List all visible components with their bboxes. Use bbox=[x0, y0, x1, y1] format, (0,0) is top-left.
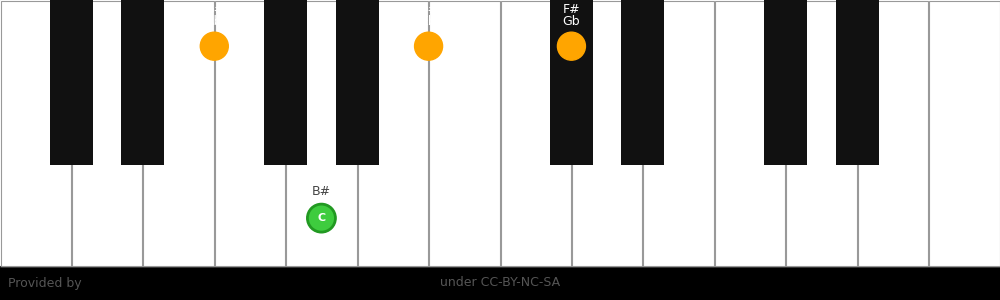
Bar bbox=[929, 1, 1000, 266]
Bar bbox=[786, 1, 857, 266]
Circle shape bbox=[307, 204, 335, 232]
Bar bbox=[215, 1, 285, 266]
Circle shape bbox=[557, 32, 585, 60]
Circle shape bbox=[415, 32, 443, 60]
Text: C: C bbox=[317, 213, 325, 223]
Bar bbox=[858, 1, 928, 266]
Bar bbox=[0, 1, 71, 266]
Bar bbox=[550, 0, 593, 165]
Circle shape bbox=[200, 32, 228, 60]
Text: Ab: Ab bbox=[206, 15, 222, 28]
Bar bbox=[836, 0, 879, 165]
Bar bbox=[336, 0, 379, 165]
Bar bbox=[121, 0, 164, 165]
Bar bbox=[143, 1, 214, 266]
Bar bbox=[621, 0, 664, 165]
Text: Eb: Eb bbox=[421, 15, 436, 28]
Bar bbox=[764, 0, 807, 165]
Bar bbox=[501, 1, 571, 266]
Bar bbox=[643, 1, 714, 266]
Bar bbox=[0, 0, 1000, 266]
Text: Provided by: Provided by bbox=[8, 277, 82, 290]
Bar bbox=[286, 1, 357, 266]
Text: under CC-BY-NC-SA: under CC-BY-NC-SA bbox=[440, 277, 560, 290]
Text: F#: F# bbox=[563, 3, 580, 16]
Bar bbox=[264, 0, 307, 165]
Bar bbox=[50, 0, 93, 165]
Bar bbox=[715, 1, 785, 266]
Bar bbox=[429, 1, 500, 266]
Text: G#: G# bbox=[204, 3, 224, 16]
Bar bbox=[572, 1, 642, 266]
Text: D#: D# bbox=[419, 3, 439, 16]
Bar bbox=[72, 1, 142, 266]
Bar bbox=[0, 266, 1000, 300]
Text: B#: B# bbox=[312, 185, 331, 198]
Bar bbox=[358, 1, 428, 266]
Text: Gb: Gb bbox=[563, 15, 580, 28]
